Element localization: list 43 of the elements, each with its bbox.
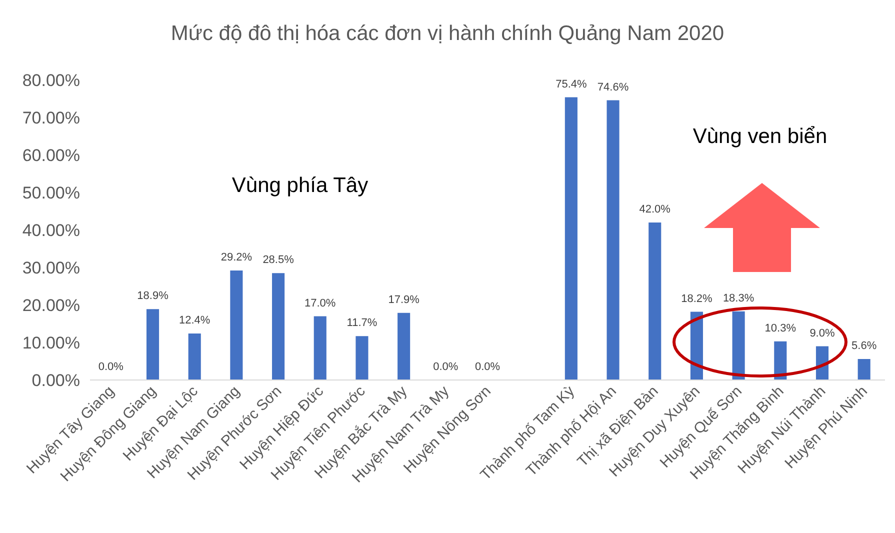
bar bbox=[230, 270, 243, 380]
data-label: 75.4% bbox=[556, 78, 587, 90]
bar bbox=[774, 341, 787, 380]
data-label: 17.0% bbox=[304, 297, 336, 310]
data-label: 18.2% bbox=[681, 292, 713, 305]
data-label: 74.6% bbox=[597, 81, 629, 94]
y-tick-label: 70.00% bbox=[22, 108, 80, 128]
bar bbox=[398, 312, 410, 380]
bar bbox=[564, 97, 578, 380]
bar bbox=[606, 100, 620, 380]
bar bbox=[272, 273, 285, 380]
data-label: 29.2% bbox=[220, 252, 252, 264]
y-tick-label: 30.00% bbox=[22, 258, 80, 278]
bar bbox=[356, 336, 368, 380]
data-label: 9.0% bbox=[810, 327, 835, 340]
bar bbox=[146, 309, 160, 380]
data-label: 12.4% bbox=[179, 314, 210, 326]
bar bbox=[732, 311, 745, 380]
data-label: 28.5% bbox=[262, 254, 294, 266]
data-label: 18.3% bbox=[722, 292, 754, 304]
data-label: 0.0% bbox=[474, 361, 500, 373]
y-tick-label: 80.00% bbox=[22, 70, 80, 90]
data-label: 11.7% bbox=[346, 317, 378, 330]
data-label: 10.3% bbox=[764, 322, 796, 334]
annotation: Vùng phía Tây bbox=[232, 174, 369, 197]
bar bbox=[188, 334, 201, 380]
y-tick-label: 10.00% bbox=[22, 333, 80, 352]
data-label: 5.6% bbox=[852, 340, 877, 352]
y-tick-label: 0.00% bbox=[32, 370, 80, 390]
bar bbox=[648, 222, 662, 380]
data-label: 18.9% bbox=[137, 290, 169, 302]
y-tick-label: 40.00% bbox=[22, 220, 80, 240]
y-tick-label: 60.00% bbox=[22, 146, 80, 165]
y-tick-label: 50.00% bbox=[22, 183, 80, 202]
bar bbox=[858, 359, 870, 380]
annotation: Vùng ven biển bbox=[692, 125, 828, 148]
data-label: 0.0% bbox=[433, 361, 458, 373]
bar bbox=[314, 316, 326, 380]
chart-title: Mức độ đô thị hóa các đơn vị hành chính Quảng Nam 2020 bbox=[170, 22, 724, 45]
y-tick-label: 20.00% bbox=[22, 296, 80, 315]
data-label: 0.0% bbox=[98, 361, 124, 373]
data-label: 17.9% bbox=[388, 294, 420, 306]
data-label: 42.0% bbox=[639, 204, 671, 216]
